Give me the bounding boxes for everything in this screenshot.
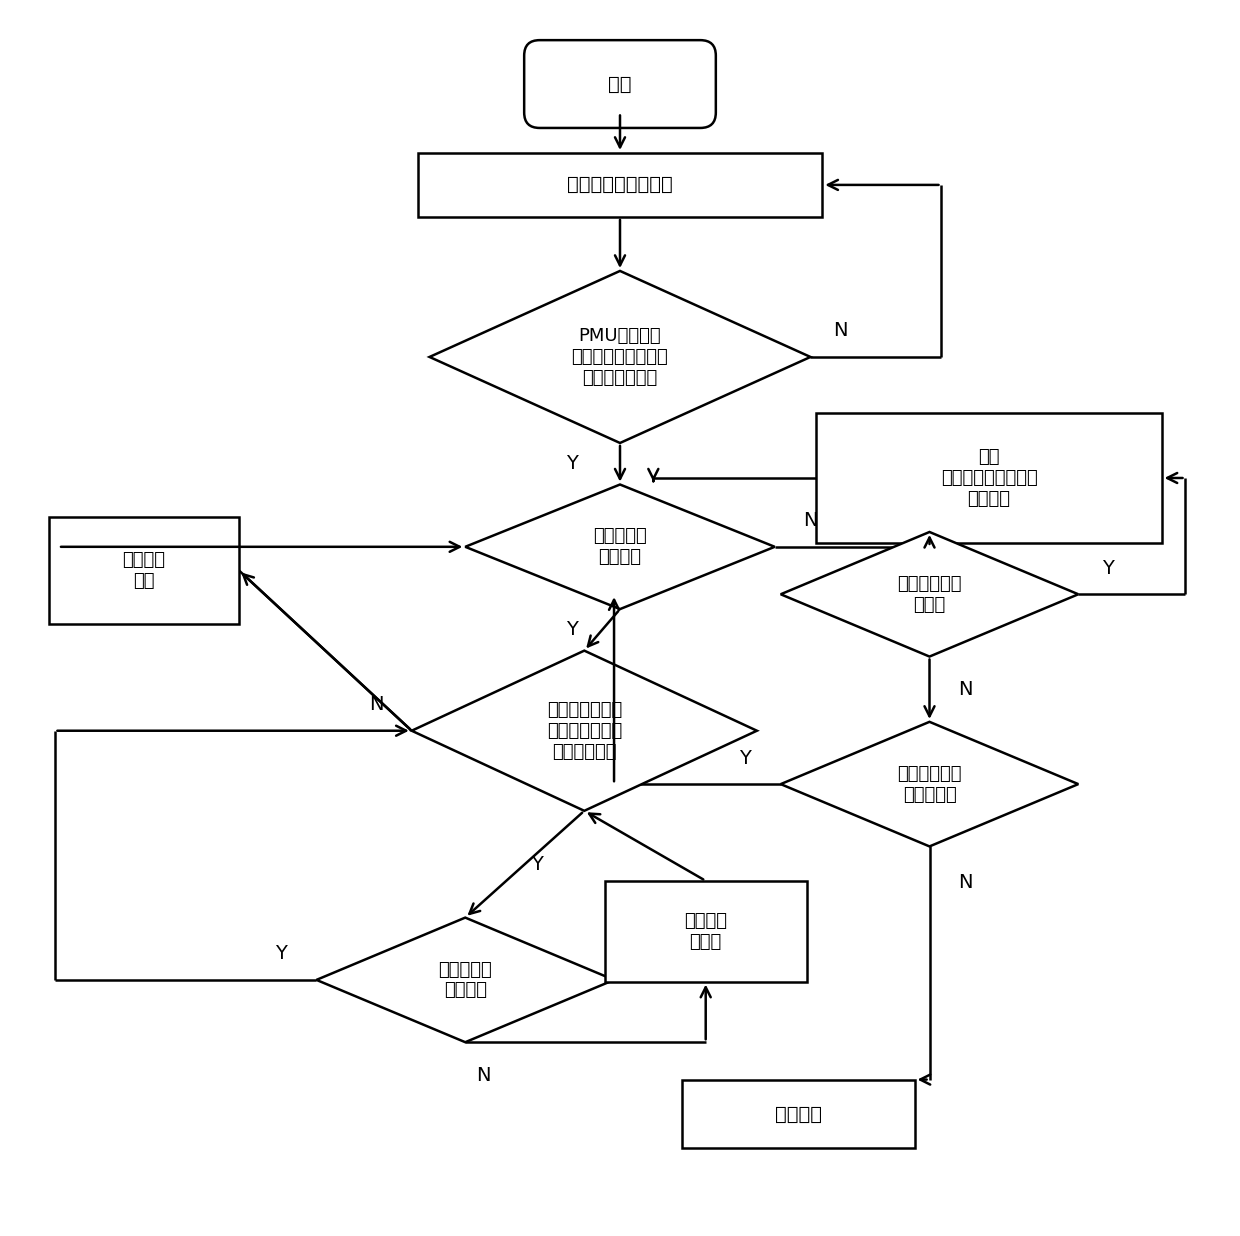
Text: 相连节点在线检
测，故障特征值
大于当前节点: 相连节点在线检 测，故障特征值 大于当前节点	[547, 701, 622, 760]
Bar	[418, 153, 822, 218]
Bar	[682, 1079, 915, 1148]
Text: Y: Y	[531, 855, 543, 874]
Polygon shape	[781, 531, 1079, 656]
Text: N: N	[476, 1065, 490, 1085]
Text: 设定
低电压等级的节点为
当前节点: 设定 低电压等级的节点为 当前节点	[941, 449, 1038, 508]
Text: 存在相连低电
压等级节点: 存在相连低电 压等级节点	[898, 765, 962, 803]
Text: Y: Y	[567, 455, 578, 473]
Text: N: N	[833, 321, 847, 340]
Bar	[605, 881, 807, 981]
Text: Y: Y	[567, 620, 578, 639]
Text: N: N	[804, 512, 817, 530]
Text: 标记为已
搜索: 标记为已 搜索	[123, 551, 165, 590]
Text: 成功定位: 成功定位	[775, 1105, 822, 1124]
Text: N: N	[368, 695, 383, 714]
Text: PMU采集数据
特征节点在线监测，
存在次同步振荡: PMU采集数据 特征节点在线监测， 存在次同步振荡	[572, 328, 668, 387]
Text: Y: Y	[275, 944, 286, 963]
Text: 存在相连未
搜索节点: 存在相连未 搜索节点	[593, 528, 647, 566]
Text: 次同步电流
方向相同: 次同步电流 方向相同	[439, 960, 492, 999]
Text: 当前节点为边
界节点: 当前节点为边 界节点	[898, 575, 962, 613]
Text: Y: Y	[1102, 559, 1114, 577]
Polygon shape	[316, 917, 614, 1042]
Polygon shape	[465, 485, 775, 609]
Text: N: N	[959, 680, 972, 698]
Text: 开始: 开始	[609, 74, 631, 94]
Text: N: N	[959, 873, 972, 891]
FancyBboxPatch shape	[525, 40, 715, 129]
Text: 设定为当
前节点: 设定为当 前节点	[684, 912, 727, 950]
Polygon shape	[429, 271, 811, 442]
Text: 划分节点并拓扑分析: 划分节点并拓扑分析	[567, 176, 673, 194]
Text: Y: Y	[739, 749, 751, 768]
Bar	[816, 413, 1162, 544]
Polygon shape	[412, 650, 756, 811]
Polygon shape	[781, 722, 1079, 847]
Bar	[48, 517, 239, 624]
